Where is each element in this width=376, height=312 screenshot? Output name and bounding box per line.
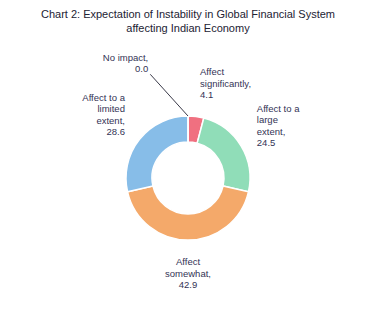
slice [128,186,249,240]
leader-line [150,74,188,116]
title: Chart 2: Expectation of Instability in G… [41,8,335,34]
slice [197,118,250,192]
slice-label: Affect to alimitedextent,28.6 [82,92,125,138]
slice-label: Affect to alargeextent,24.5 [257,103,300,149]
slice-label: Affectsomewhat,42.9 [165,256,211,290]
slice-label: Affectsignificantly,4.1 [200,66,251,100]
chart-container: Chart 2: Expectation of Instability in G… [0,0,376,312]
slice-label: No impact,0.0 [103,52,148,75]
labels: Affectsignificantly,4.1Affect to alargee… [82,52,300,290]
slice [126,116,188,192]
chart-svg: Chart 2: Expectation of Instability in G… [0,0,376,312]
slice [187,116,189,142]
slices [126,116,250,240]
